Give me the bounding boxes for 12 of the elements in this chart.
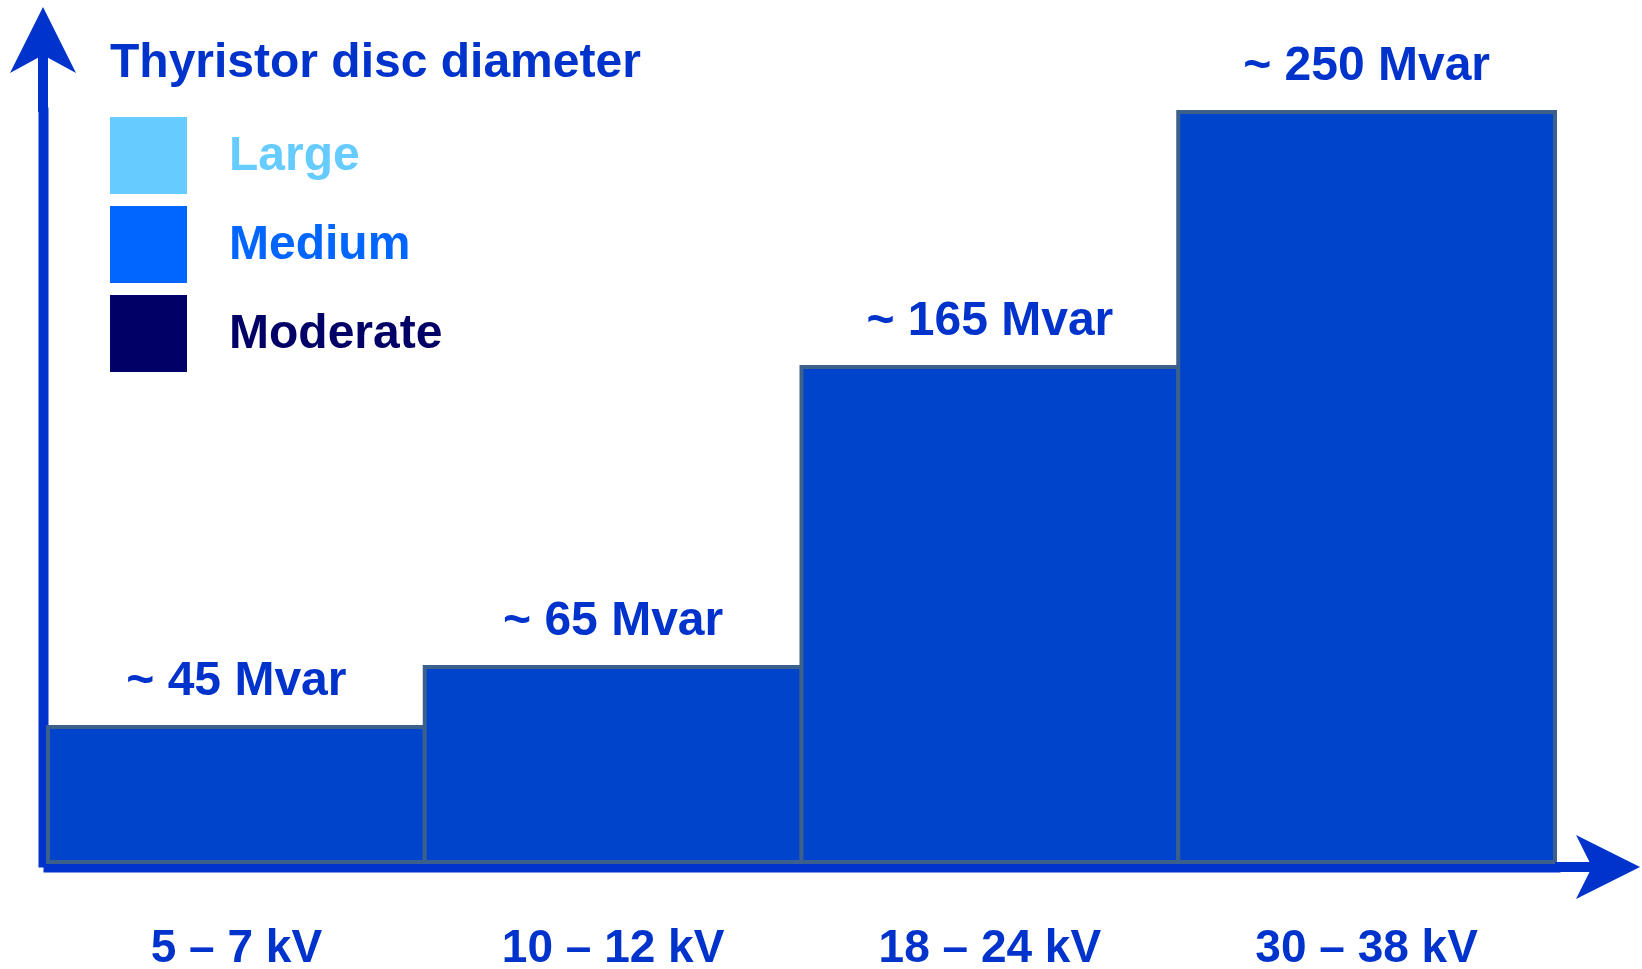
legend-label: Medium [229, 215, 411, 269]
data-label: ~ 250 Mvar [1243, 37, 1491, 90]
x-tick-label: 10 – 12 kV [501, 919, 725, 969]
data-label: ~ 165 Mvar [866, 292, 1114, 345]
legend-label: Moderate [229, 304, 443, 358]
x-tick-label: 30 – 38 kV [1255, 919, 1479, 969]
x-tick-label: 18 – 24 kV [878, 919, 1102, 969]
data-label: ~ 65 Mvar [503, 592, 724, 645]
data-label: ~ 45 Mvar [126, 652, 347, 705]
legend-label: Large [229, 126, 360, 180]
x-tick-label: 5 – 7 kV [150, 919, 323, 969]
legend-title: Thyristor disc diameter [110, 34, 641, 87]
